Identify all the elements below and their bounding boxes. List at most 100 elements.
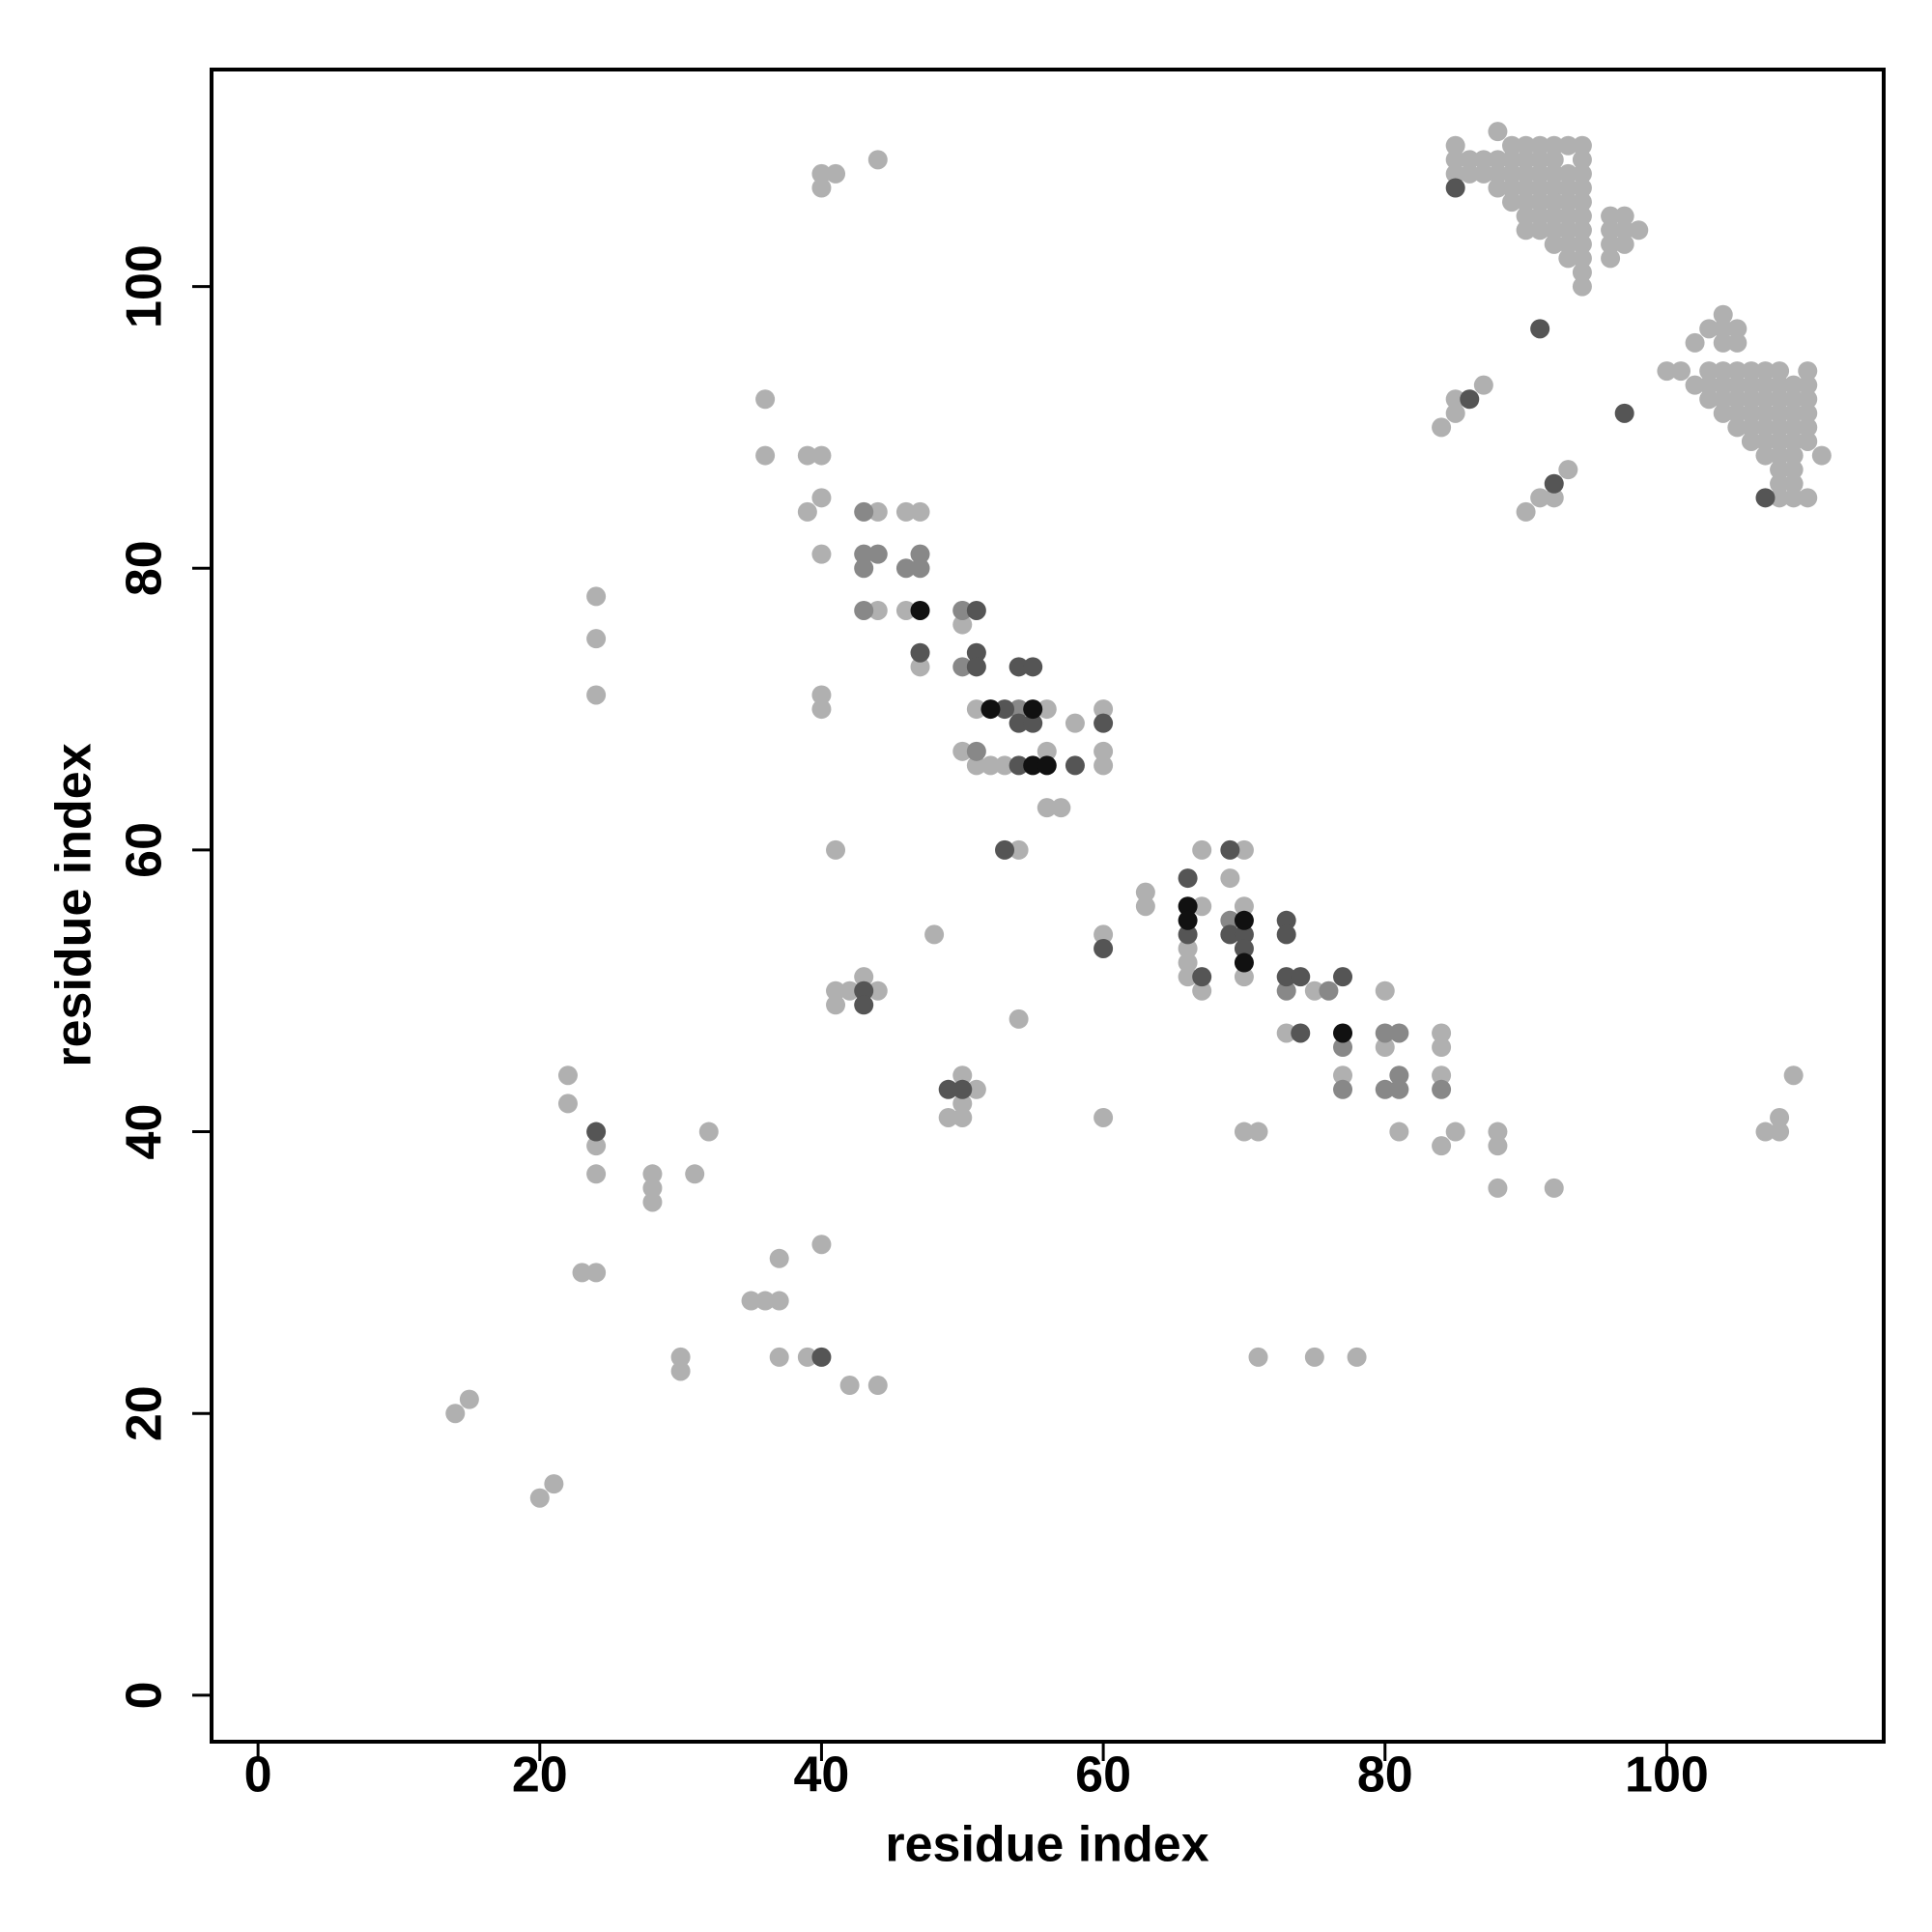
point — [1178, 910, 1198, 930]
point — [995, 839, 1015, 860]
point — [1770, 445, 1790, 466]
point — [1445, 150, 1465, 170]
point — [1009, 1009, 1029, 1029]
point — [1783, 403, 1804, 423]
point — [1783, 431, 1804, 451]
point — [1727, 361, 1747, 382]
point — [1770, 403, 1790, 423]
point — [895, 501, 916, 522]
point — [1009, 839, 1029, 860]
point — [1713, 319, 1733, 339]
point — [1770, 375, 1790, 395]
point — [1445, 163, 1465, 184]
point — [1530, 163, 1550, 184]
point — [1023, 755, 1043, 776]
point — [1572, 192, 1592, 213]
point — [1516, 150, 1536, 170]
point — [1601, 206, 1621, 226]
point — [1460, 150, 1480, 170]
point — [966, 642, 986, 663]
point — [1304, 980, 1324, 1001]
point — [966, 755, 986, 776]
point — [952, 1065, 973, 1086]
point — [1192, 967, 1212, 987]
point — [769, 1248, 789, 1268]
point — [1755, 375, 1776, 395]
point — [1798, 488, 1818, 508]
point — [1037, 741, 1057, 761]
point — [1530, 135, 1550, 156]
point — [1178, 938, 1198, 958]
point — [1389, 1065, 1409, 1086]
point — [952, 1107, 973, 1127]
point — [811, 544, 832, 564]
point — [1544, 163, 1564, 184]
point — [952, 1094, 973, 1114]
point — [966, 657, 986, 677]
y-tick-label: 60 — [117, 822, 173, 878]
point — [1178, 868, 1198, 889]
point — [952, 600, 973, 620]
point — [1798, 361, 1818, 382]
point — [938, 1079, 958, 1099]
point — [966, 741, 986, 761]
point — [1798, 431, 1818, 451]
point — [1094, 755, 1114, 776]
point — [1516, 220, 1536, 241]
point — [1741, 375, 1761, 395]
point — [854, 544, 874, 564]
point — [1544, 206, 1564, 226]
point — [1572, 206, 1592, 226]
point — [1614, 234, 1634, 254]
point — [952, 614, 973, 635]
point — [1276, 910, 1296, 930]
point — [1783, 460, 1804, 480]
point — [1558, 248, 1578, 269]
point — [1811, 445, 1832, 466]
point — [854, 995, 874, 1015]
point — [755, 389, 776, 410]
point — [1516, 163, 1536, 184]
point — [1544, 234, 1564, 254]
point — [797, 445, 817, 466]
point — [1713, 332, 1733, 353]
point — [1572, 276, 1592, 297]
point — [1798, 403, 1818, 423]
point — [854, 967, 874, 987]
point — [1770, 417, 1790, 438]
point — [1276, 1023, 1296, 1043]
point — [1783, 375, 1804, 395]
point — [910, 558, 930, 579]
point — [1770, 460, 1790, 480]
point — [910, 657, 930, 677]
point — [1009, 657, 1029, 677]
point — [1319, 980, 1339, 1001]
point — [1178, 952, 1198, 973]
point — [1094, 713, 1114, 733]
point — [1375, 1037, 1395, 1058]
point — [1755, 1122, 1776, 1142]
point — [1530, 150, 1550, 170]
point — [1488, 122, 1508, 142]
point — [1333, 1065, 1353, 1086]
point — [1432, 1079, 1452, 1099]
point — [966, 600, 986, 620]
point — [1530, 488, 1550, 508]
point — [1572, 150, 1592, 170]
point — [1783, 1065, 1804, 1086]
point — [910, 501, 930, 522]
point — [1727, 403, 1747, 423]
point — [1220, 868, 1240, 889]
point — [1037, 798, 1057, 818]
point — [1460, 389, 1480, 410]
point — [1178, 896, 1198, 917]
point — [1770, 361, 1790, 382]
point — [1135, 882, 1155, 902]
point — [924, 924, 945, 945]
point — [586, 1263, 607, 1283]
point — [1445, 1122, 1465, 1142]
point — [1601, 220, 1621, 241]
point — [797, 501, 817, 522]
point — [1234, 1122, 1254, 1142]
point — [1614, 403, 1634, 423]
